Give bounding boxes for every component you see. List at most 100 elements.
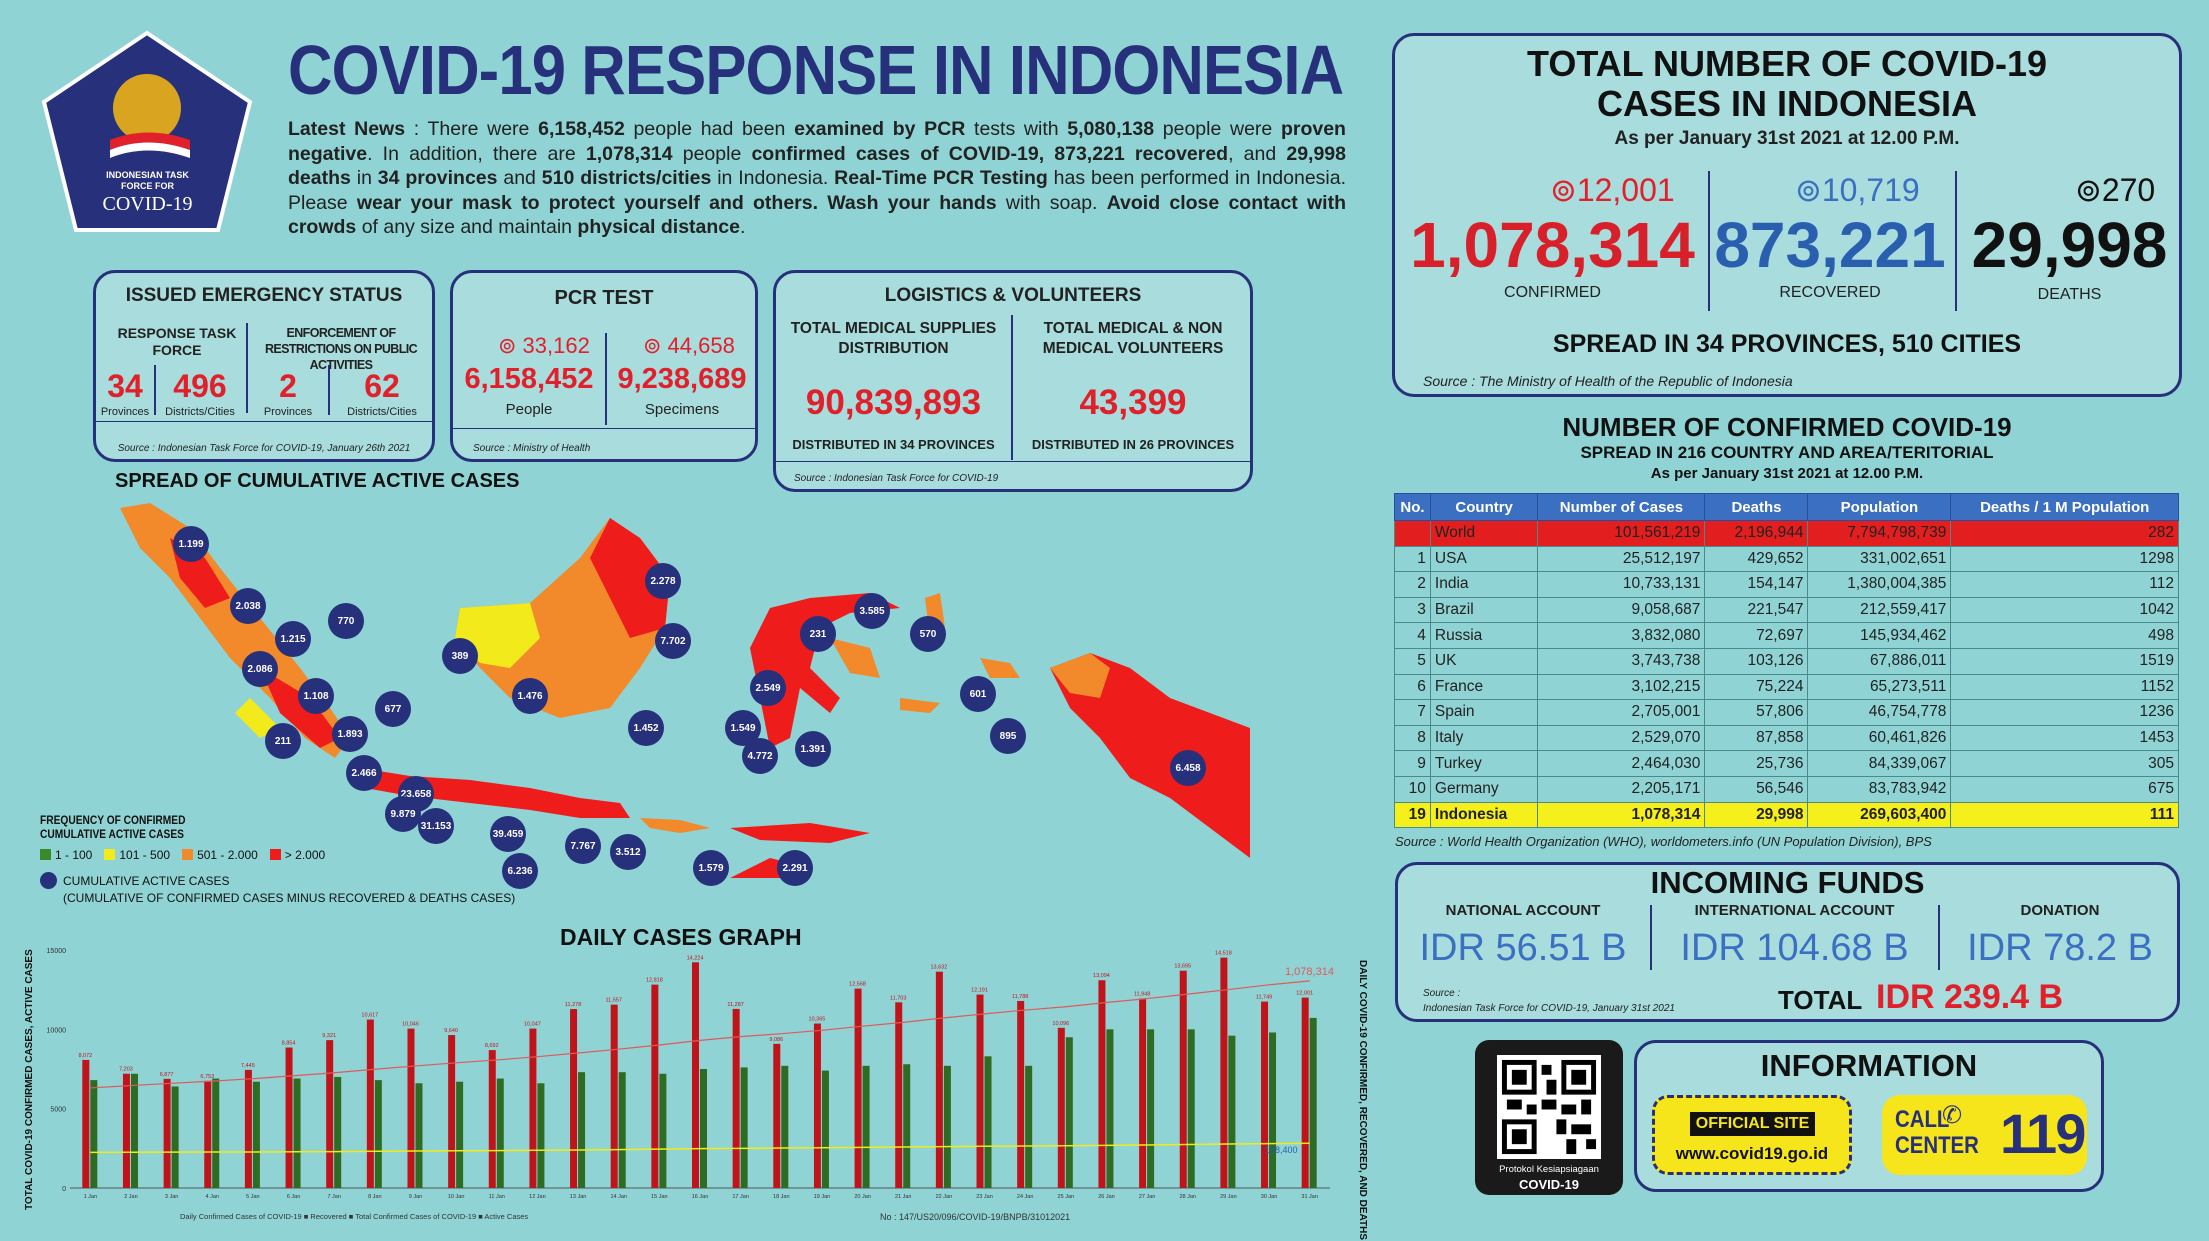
emergency-l2: Districts/Cities	[165, 406, 235, 418]
active-cases-bubble: 6.458	[1170, 750, 1206, 786]
bar-daily-confirmed	[651, 984, 659, 1188]
bar-data-label: 11,278	[565, 1002, 581, 1008]
table-cell: 83,783,942	[1807, 775, 1952, 803]
table-cell: 75,224	[1704, 673, 1809, 701]
emergency-title: ISSUED EMERGENCY STATUS	[125, 285, 403, 306]
table-cell: Turkey	[1429, 750, 1539, 777]
official-site-link[interactable]: OFFICIAL SITE www.covid19.go.id	[1652, 1095, 1852, 1175]
bar-daily-confirmed	[610, 1004, 618, 1188]
x-tick-label: 24 Jan	[1017, 1194, 1034, 1200]
table-cell: 145,934,462	[1807, 622, 1952, 649]
active-cases-bubble: 1.579	[693, 850, 729, 886]
news-confirmed: 1,078,314	[585, 142, 673, 165]
world-asof: As per January 31st 2021 at 12.00 P.M.	[1650, 465, 1924, 482]
active-cases-bubble: 1.391	[795, 731, 831, 767]
bar-recovered	[537, 1083, 545, 1188]
x-tick-label: 25 Jan	[1058, 1194, 1075, 1200]
bar-daily-confirmed	[935, 971, 943, 1188]
table-cell: 9	[1394, 750, 1431, 777]
call-line1: CALL	[1895, 1106, 1950, 1133]
x-tick-label: 19 Jan	[814, 1194, 831, 1200]
emergency-col2: ENFORCEMENT OF RESTRICTIONS ON PUBLIC AC…	[264, 326, 418, 372]
y-tick-label: 0	[62, 1186, 66, 1193]
table-cell: 67,886,011	[1807, 647, 1952, 675]
bar-recovered	[252, 1081, 260, 1188]
bar-data-label: 8,692	[485, 1043, 499, 1049]
emergency-v2: 496	[173, 368, 227, 404]
active-cases-bubble: 389	[442, 638, 478, 674]
table-cell: 19	[1394, 801, 1431, 829]
table-cell: 7	[1394, 699, 1431, 726]
x-tick-label: 20 Jan	[854, 1194, 871, 1200]
news-deaths: 29,998 deaths	[288, 142, 1346, 190]
active-cases-bubble: 770	[328, 603, 364, 639]
x-tick-label: 30 Jan	[1261, 1194, 1278, 1200]
bar-data-label: 10,096	[1052, 1021, 1069, 1027]
table-cell: 269,603,400	[1807, 801, 1952, 829]
table-cell: 7,794,798,739	[1807, 520, 1952, 547]
funds-source1: Source :	[1423, 988, 1461, 999]
table-cell: 10	[1394, 775, 1431, 803]
indonesia-map: 1.199 2.038 1.215 770 2.086 1.108 677 211 1.893 2…	[110, 498, 1260, 893]
bar-daily-confirmed	[854, 988, 862, 1188]
table-cell: 101,561,219	[1537, 520, 1706, 547]
table-cell: 8	[1394, 724, 1431, 752]
bar-recovered	[578, 1072, 586, 1188]
table-cell: 84,339,067	[1807, 750, 1952, 777]
total-recovered-value: 873,221	[1714, 209, 1946, 281]
logistics-source: Source : Indonesian Task Force for COVID…	[794, 473, 999, 484]
table-cell	[1394, 520, 1431, 547]
emergency-source: Source : Indonesian Task Force for COVID…	[117, 443, 411, 454]
bar-daily-confirmed	[1057, 1027, 1065, 1188]
qr-code-card[interactable]: Protokol Kesiapsiagaan COVID-19	[1475, 1040, 1623, 1195]
table-cell: 2,529,070	[1537, 724, 1706, 752]
news-text: of any size and maintain	[356, 216, 578, 238]
bar-daily-confirmed	[570, 1009, 578, 1188]
bar-recovered	[1147, 1029, 1155, 1188]
increase-icon: ⊚	[2075, 172, 2102, 208]
bar-recovered	[334, 1076, 342, 1188]
bar-data-label: 9,086	[769, 1037, 783, 1043]
bar-daily-confirmed	[1220, 957, 1228, 1188]
total-spread: SPREAD IN 34 PROVINCES, 510 CITIES	[1552, 330, 2022, 358]
total-inc-confirmed: ⊚12,001	[1550, 171, 1675, 209]
x-tick-label: 5 Jan	[246, 1194, 259, 1200]
phone-icon: ✆	[1942, 1102, 1963, 1129]
total-inc-recovered: ⊚10,719	[1795, 171, 1920, 209]
increase-icon: ⊚	[498, 333, 523, 358]
table-header-cell: Number of Cases	[1537, 493, 1706, 521]
news-cities: 510 districts/cities	[541, 167, 712, 189]
bar-daily-confirmed	[285, 1047, 293, 1188]
map-legend-title: FREQUENCY OF CONFIRMED CUMULATIVE ACTIVE…	[40, 813, 185, 841]
table-cell: 675	[1950, 775, 2179, 803]
news-provinces: 34 provinces	[377, 167, 498, 189]
call-center-button[interactable]: CALL CENTER ✆ 119	[1882, 1095, 2087, 1175]
bar-data-label: 10,365	[809, 1017, 826, 1023]
table-row-indonesia: 19 Indonesia 1,078,314 29,998 269,603,400 111	[1394, 801, 2179, 829]
funds-v3: IDR 78.2 B	[1967, 927, 2153, 969]
x-tick-label: 11 Jan	[489, 1194, 505, 1200]
news-text: in Indonesia.	[711, 167, 835, 189]
x-tick-label: 4 Jan	[206, 1194, 219, 1200]
logistics-f2: DISTRIBUTED IN 26 PROVINCES	[1031, 437, 1235, 452]
total-confirmed-label: CONFIRMED	[1504, 284, 1601, 301]
active-cases-bubble: 601	[960, 676, 996, 712]
table-header-cell: Deaths	[1704, 493, 1809, 521]
news-proven: proven negative	[288, 118, 1346, 165]
bar-recovered	[1106, 1029, 1114, 1188]
call-number: 119	[2000, 1102, 2086, 1165]
table-cell: Spain	[1429, 699, 1539, 726]
bar-recovered	[821, 1070, 829, 1188]
table-row: 4 Russia 3,832,080 72,697 145,934,462 498	[1394, 622, 2179, 649]
table-cell: 1042	[1950, 596, 2179, 624]
bar-daily-confirmed	[244, 1069, 252, 1188]
bar-data-label: 6,877	[160, 1072, 174, 1078]
bubble-legend-icon	[40, 872, 57, 889]
bar-daily-confirmed	[366, 1019, 374, 1188]
emergency-v3: 2	[279, 368, 297, 404]
last-total-label: 1,078,314	[1285, 966, 1334, 978]
logistics-volunteers-value: 43,399	[1079, 383, 1187, 422]
site-label: OFFICIAL SITE	[1690, 1112, 1815, 1136]
table-cell: 331,002,651	[1807, 545, 1952, 573]
table-cell: 429,652	[1704, 545, 1809, 573]
